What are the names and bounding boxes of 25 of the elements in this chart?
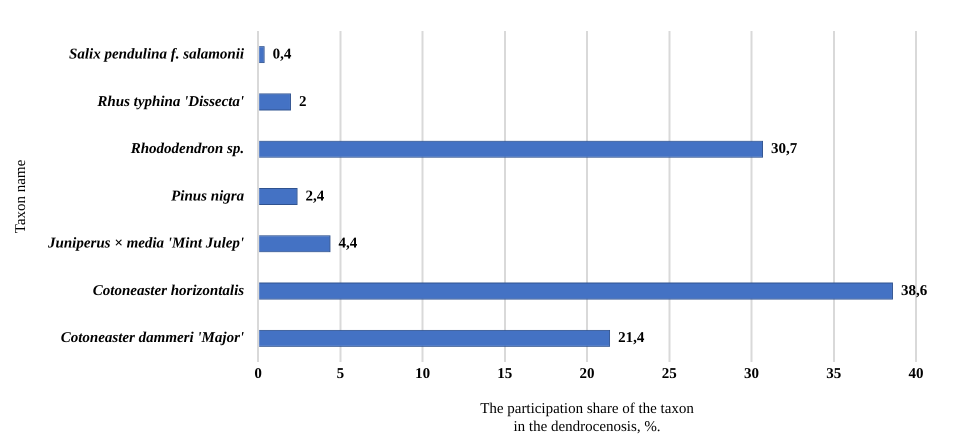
y-axis-title: Taxon name bbox=[12, 159, 29, 234]
y-tick-label: Salix pendulina f. salamonii bbox=[69, 46, 245, 63]
x-tick-label: 25 bbox=[662, 366, 677, 382]
data-label: 4,4 bbox=[338, 236, 358, 252]
y-tick-label: Cotoneaster horizontalis bbox=[92, 282, 244, 299]
x-axis-title: The participation share of the taxon in the dendrocenosis, %. bbox=[480, 400, 694, 435]
x-tick-label: 0 bbox=[254, 366, 262, 382]
data-label: 2,4 bbox=[306, 188, 325, 204]
data-label: 30,7 bbox=[771, 141, 798, 158]
y-tick-label: Rhododendron sp. bbox=[130, 141, 244, 158]
data-label: 38,6 bbox=[900, 282, 928, 299]
y-tick-label: Rhus typhina 'Dissecta' bbox=[96, 94, 244, 110]
x-tick-label: 40 bbox=[908, 366, 924, 382]
y-tick-label: Juniperus × media 'Mint Julep' bbox=[46, 236, 244, 252]
x-tick-label: 20 bbox=[580, 366, 595, 382]
x-tick-label: 10 bbox=[415, 366, 430, 382]
data-label: 0,4 bbox=[272, 46, 292, 63]
data-label: 21,4 bbox=[618, 330, 645, 346]
data-label: 2 bbox=[298, 94, 306, 110]
x-tick-label: 5 bbox=[336, 366, 344, 382]
x-tick-label: 15 bbox=[497, 366, 512, 382]
x-tick-label: 35 bbox=[826, 366, 842, 382]
x-tick-label: 30 bbox=[744, 366, 760, 382]
y-tick-label: Pinus nigra bbox=[171, 188, 245, 204]
y-tick-label: Cotoneaster dammeri 'Major' bbox=[60, 330, 244, 346]
